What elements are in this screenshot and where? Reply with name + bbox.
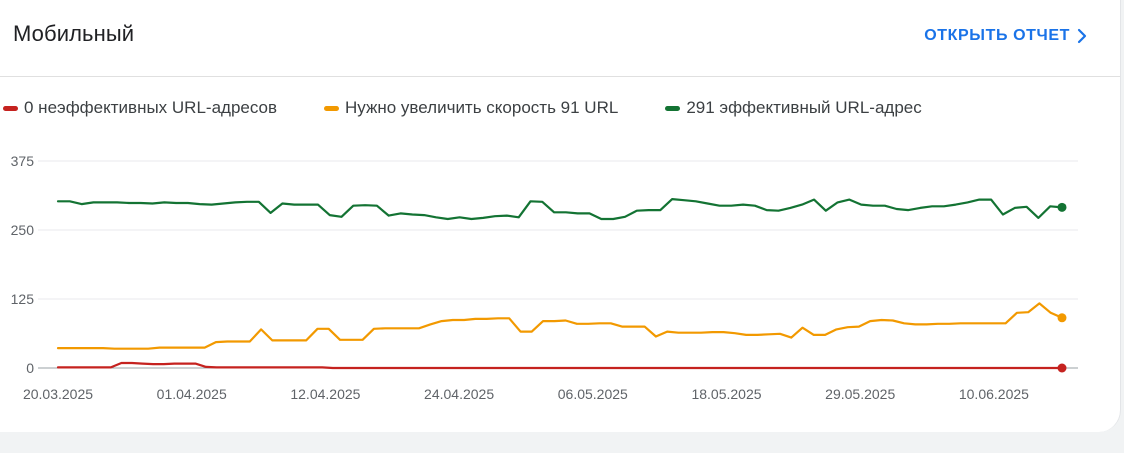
card-title: Мобильный bbox=[13, 21, 135, 46]
series-end-point bbox=[1057, 363, 1067, 373]
y-tick-label: 250 bbox=[11, 222, 35, 238]
series-line bbox=[56, 198, 1064, 221]
y-tick-label: 0 bbox=[26, 360, 34, 376]
chart-legend: 0 неэффективных URL-адресов Нужно увелич… bbox=[0, 96, 922, 120]
x-tick-label: 06.05.2025 bbox=[558, 386, 628, 402]
core-web-vitals-card: Мобильный ОТКРЫТЬ ОТЧЕТ 0 неэффективных … bbox=[0, 0, 1121, 432]
series-line bbox=[56, 361, 1064, 370]
x-tick-label: 20.03.2025 bbox=[23, 386, 93, 402]
y-tick-label: 125 bbox=[11, 291, 35, 307]
open-report-button[interactable]: ОТКРЫТЬ ОТЧЕТ bbox=[924, 27, 1088, 45]
legend-item-needs-improvement[interactable]: Нужно увеличить скорость 91 URL bbox=[324, 98, 618, 118]
legend-swatch-needs-improvement bbox=[324, 105, 340, 111]
legend-item-good[interactable]: 291 эффективный URL-адрес bbox=[665, 98, 922, 118]
x-tick-label: 10.06.2025 bbox=[959, 386, 1029, 402]
chevron-right-icon bbox=[1077, 28, 1087, 44]
legend-label-poor: 0 неэффективных URL-адресов bbox=[24, 98, 278, 117]
series-end-point bbox=[1057, 202, 1067, 212]
legend-label-good: 291 эффективный URL-адрес bbox=[686, 98, 922, 117]
legend-item-poor[interactable]: 0 неэффективных URL-адресов bbox=[3, 98, 277, 118]
series-line bbox=[56, 302, 1064, 350]
x-tick-label: 29.05.2025 bbox=[825, 386, 895, 402]
x-tick-label: 12.04.2025 bbox=[290, 386, 360, 402]
legend-swatch-poor bbox=[3, 105, 18, 111]
x-tick-label: 18.05.2025 bbox=[691, 386, 761, 402]
y-tick-label: 375 bbox=[11, 153, 35, 169]
x-tick-label: 01.04.2025 bbox=[157, 386, 227, 402]
legend-label-needs-improvement: Нужно увеличить скорость 91 URL bbox=[345, 98, 619, 117]
line-chart: 375 250 125 0 20.03.2025 01.04.2025 12.04.2025… bbox=[11, 153, 1078, 402]
series-end-point bbox=[1057, 313, 1067, 323]
card-header: Мобильный ОТКРЫТЬ ОТЧЕТ bbox=[0, 0, 1120, 77]
legend-swatch-good bbox=[665, 105, 681, 111]
open-report-label: ОТКРЫТЬ ОТЧЕТ bbox=[924, 27, 1070, 44]
x-tick-label: 24.04.2025 bbox=[424, 386, 494, 402]
